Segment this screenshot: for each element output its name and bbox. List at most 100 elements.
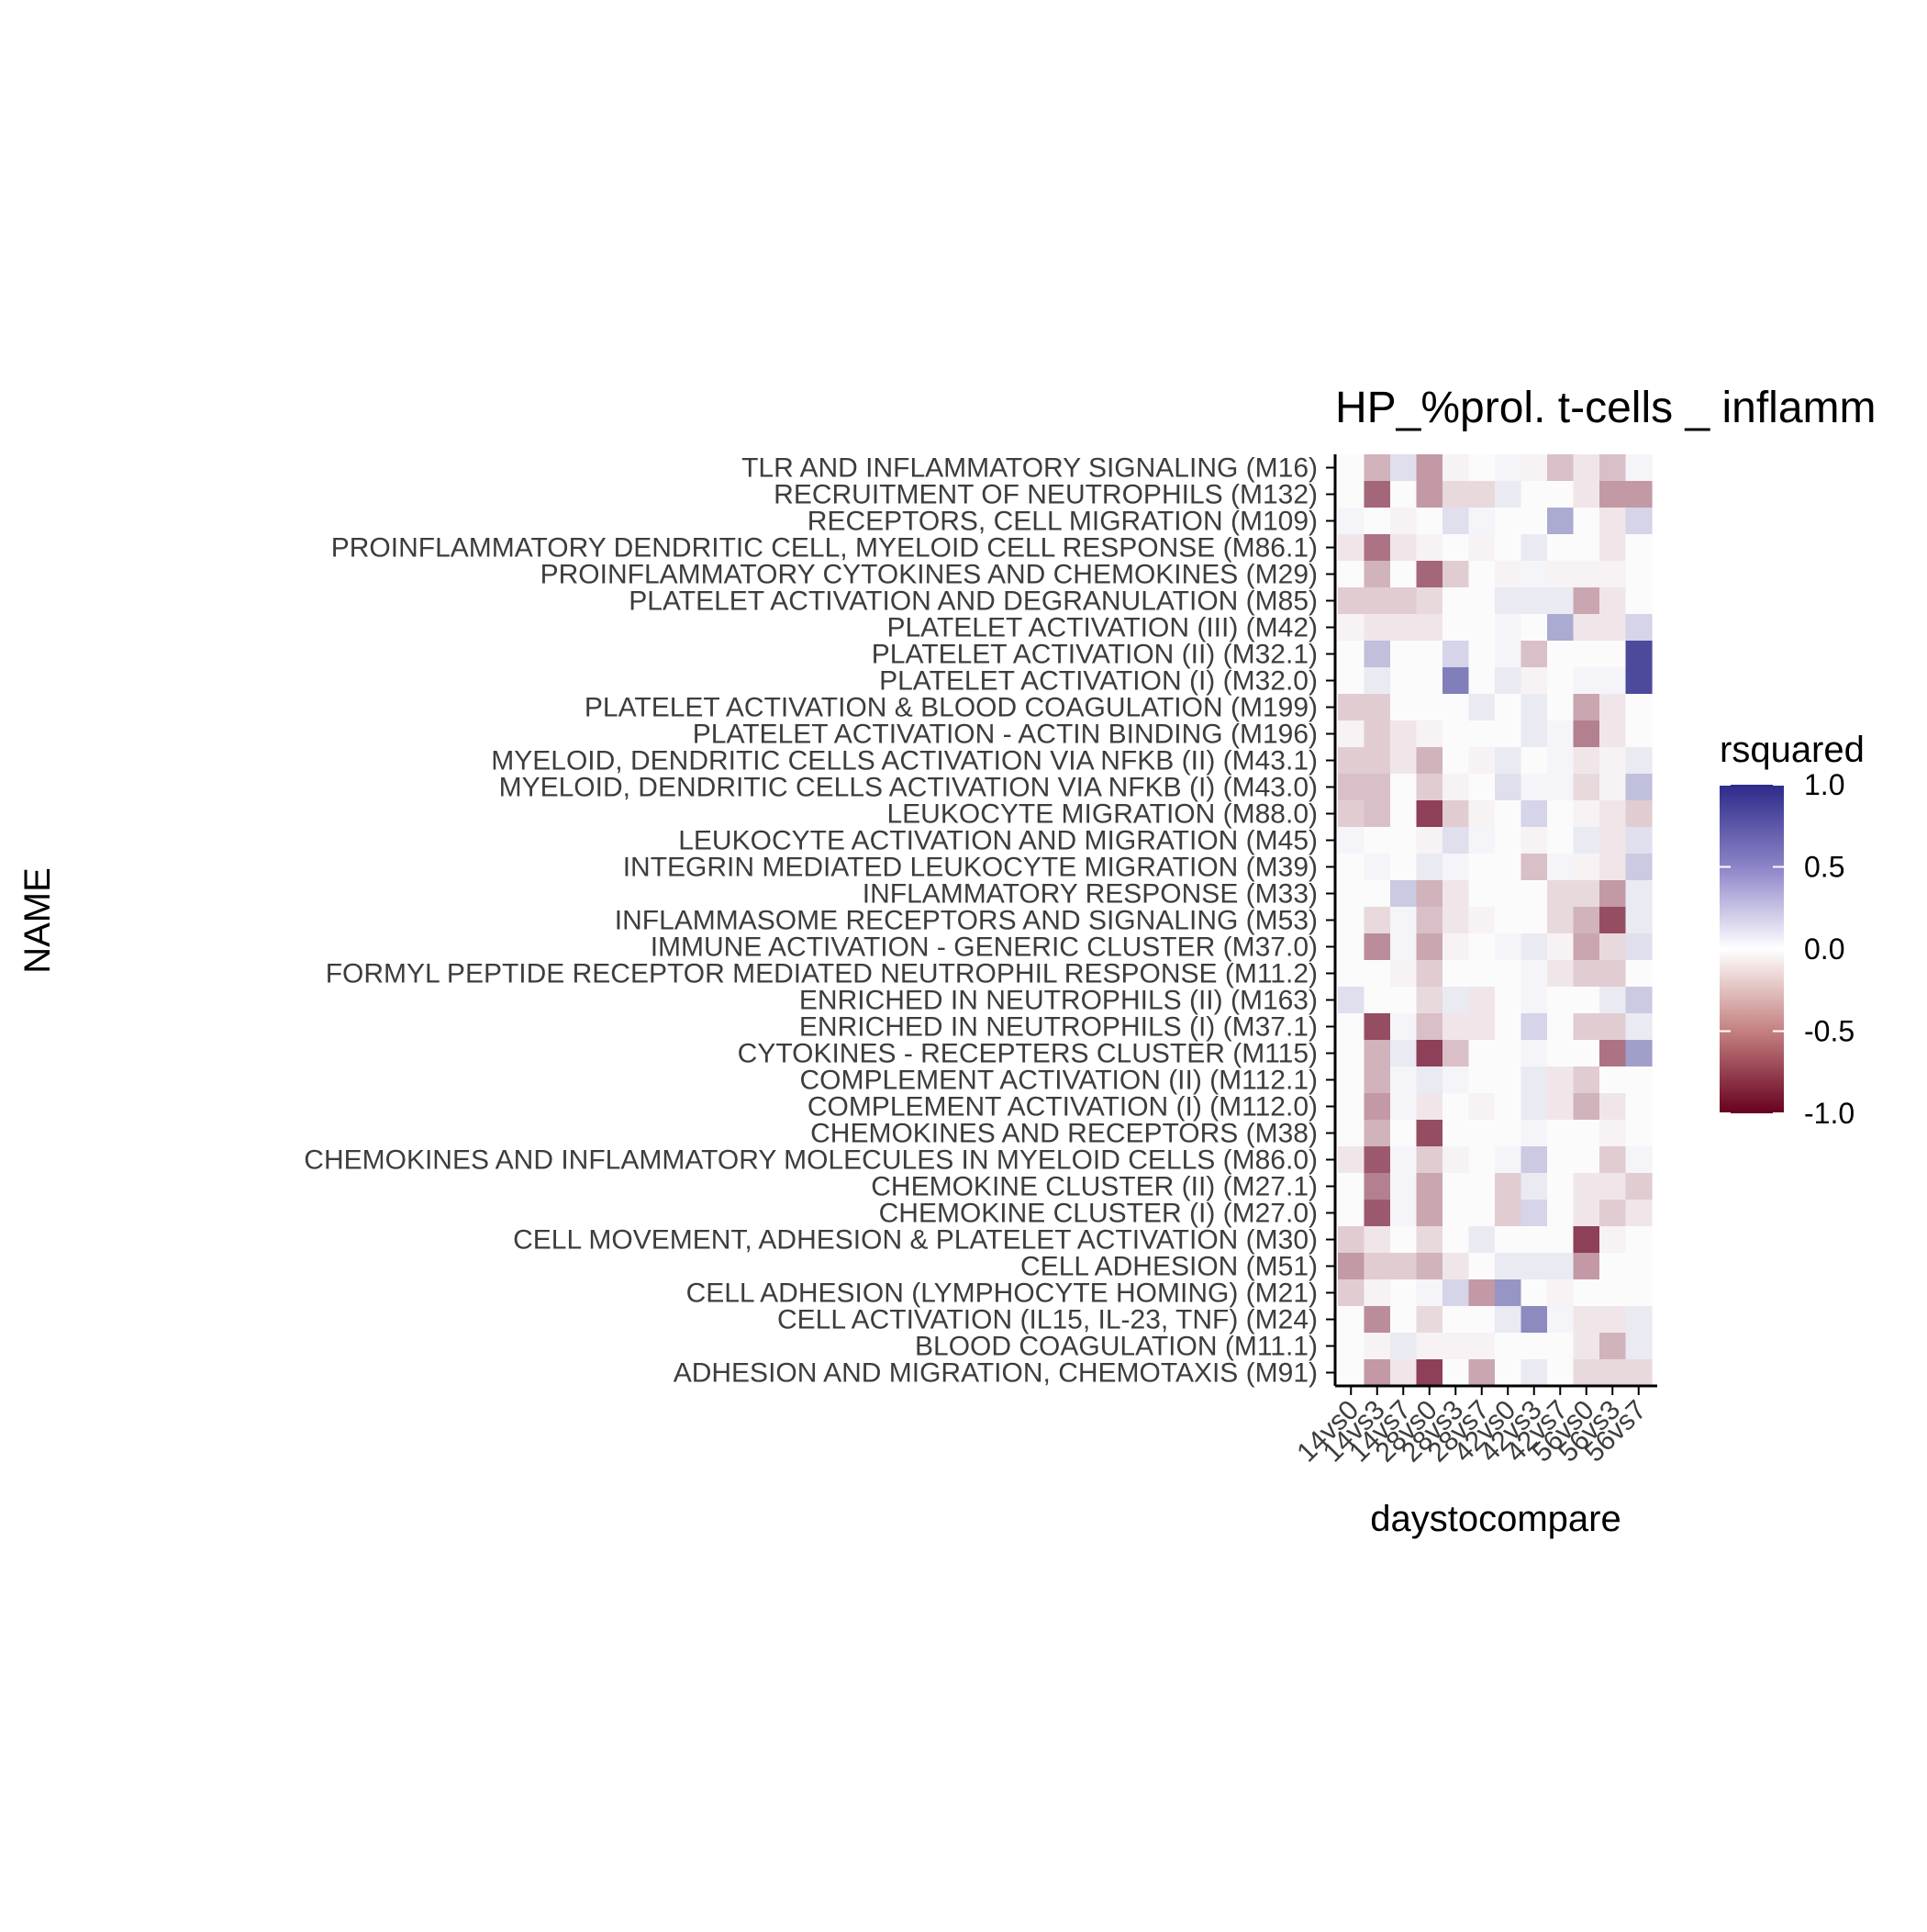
heatmap-cell [1390,694,1418,721]
heatmap-cell [1599,1093,1627,1121]
heatmap-cell [1495,1067,1522,1094]
heatmap-cell [1416,907,1443,934]
heatmap-cell [1599,1013,1627,1041]
heatmap-cell [1442,534,1470,562]
heatmap-cell [1338,880,1365,908]
heatmap-cell [1520,800,1548,828]
heatmap-cell [1416,614,1443,642]
heatmap-cell [1599,1067,1627,1094]
heatmap-cell [1495,720,1522,748]
heatmap-cell [1573,587,1600,615]
heatmap-cell [1442,720,1470,748]
heatmap-cell [1573,481,1600,508]
heatmap-cell [1520,534,1548,562]
heatmap-cell [1442,880,1470,908]
heatmap-cell [1442,1359,1470,1387]
heatmap-cell [1416,880,1443,908]
heatmap-cell [1364,1067,1391,1094]
heatmap-cell [1390,1333,1418,1360]
heatmap-cell [1520,747,1548,775]
heatmap-cell [1495,534,1522,562]
row-label: PROINFLAMMATORY DENDRITIC CELL, MYELOID … [331,533,1318,564]
heatmap-cell [1520,1040,1548,1067]
heatmap-cell [1364,747,1391,775]
heatmap-cell [1599,1279,1627,1307]
heatmap-cell [1625,1279,1653,1307]
heatmap-cell [1573,747,1600,775]
heatmap-cell [1520,1093,1548,1121]
heatmap-cell [1599,1226,1627,1254]
heatmap-cell [1364,694,1391,721]
heatmap-cell [1547,508,1575,535]
heatmap-cell [1547,933,1575,961]
heatmap-cell [1625,1173,1653,1201]
heatmap-cell [1547,1253,1575,1280]
heatmap-cell [1495,747,1522,775]
heatmap-cell [1495,614,1522,642]
heatmap-cell [1338,508,1365,535]
heatmap-cell [1416,774,1443,801]
heatmap-cell [1520,1333,1548,1360]
heatmap-cell [1599,667,1627,695]
heatmap-cell [1495,694,1522,721]
heatmap-cell [1416,1067,1443,1094]
heatmap-cell [1390,561,1418,588]
heatmap-cell [1520,1067,1548,1094]
heatmap-cell [1416,481,1443,508]
heatmap-cell [1390,481,1418,508]
heatmap-cell [1547,667,1575,695]
heatmap-cell [1573,1146,1600,1174]
heatmap-cell [1599,1120,1627,1147]
heatmap-cell [1468,1253,1496,1280]
heatmap-cell [1573,1226,1600,1254]
heatmap-cell [1520,614,1548,642]
heatmap-cell [1468,933,1496,961]
heatmap-cell [1364,1200,1391,1227]
heatmap-cell [1442,827,1470,854]
row-label: PROINFLAMMATORY CYTOKINES AND CHEMOKINES… [540,560,1318,590]
heatmap-cell [1520,880,1548,908]
heatmap-cell [1338,800,1365,828]
heatmap-cell [1573,454,1600,482]
heatmap-cell [1338,667,1365,695]
heatmap-cell [1390,1279,1418,1307]
heatmap-cell [1364,1279,1391,1307]
heatmap-cell [1390,1146,1418,1174]
heatmap-cell [1520,827,1548,854]
heatmap-cell [1625,854,1653,881]
heatmap-cell [1625,587,1653,615]
heatmap-cell [1573,508,1600,535]
heatmap-cell [1547,1279,1575,1307]
legend-ticks: 1.0 0.5 0.0 -0.5 -1.0 [1720,768,1855,1130]
heatmap-cell [1599,1306,1627,1334]
heatmap-cell [1468,1013,1496,1041]
heatmap-cell [1495,1200,1522,1227]
heatmap-cell [1495,800,1522,828]
row-label: CHEMOKINES AND RECEPTORS (M38) [810,1119,1318,1149]
heatmap-cell [1520,1306,1548,1334]
heatmap-cell [1364,854,1391,881]
heatmap-cell [1599,454,1627,482]
row-label: CHEMOKINE CLUSTER (I) (M27.0) [879,1199,1318,1229]
heatmap-cell [1547,454,1575,482]
heatmap-cell [1416,800,1443,828]
heatmap-cell [1599,1200,1627,1227]
heatmap-cell [1364,508,1391,535]
heatmap-cell [1599,561,1627,588]
heatmap-cell [1599,481,1627,508]
heatmap-cell [1468,1040,1496,1067]
heatmap-cell [1573,641,1600,668]
row-label: PLATELET ACTIVATION (II) (M32.1) [872,640,1318,670]
heatmap-cell [1625,1253,1653,1280]
heatmap-cell [1442,800,1470,828]
heatmap-cell [1416,1013,1443,1041]
heatmap-cell [1364,454,1391,482]
row-label: ENRICHED IN NEUTROPHILS (II) (M163) [799,986,1318,1016]
heatmap-cell [1416,854,1443,881]
heatmap-cell [1442,1013,1470,1041]
heatmap-cell [1442,1226,1470,1254]
heatmap-cells [1338,454,1653,1387]
heatmap-cell [1338,1253,1365,1280]
heatmap-cell [1573,933,1600,961]
